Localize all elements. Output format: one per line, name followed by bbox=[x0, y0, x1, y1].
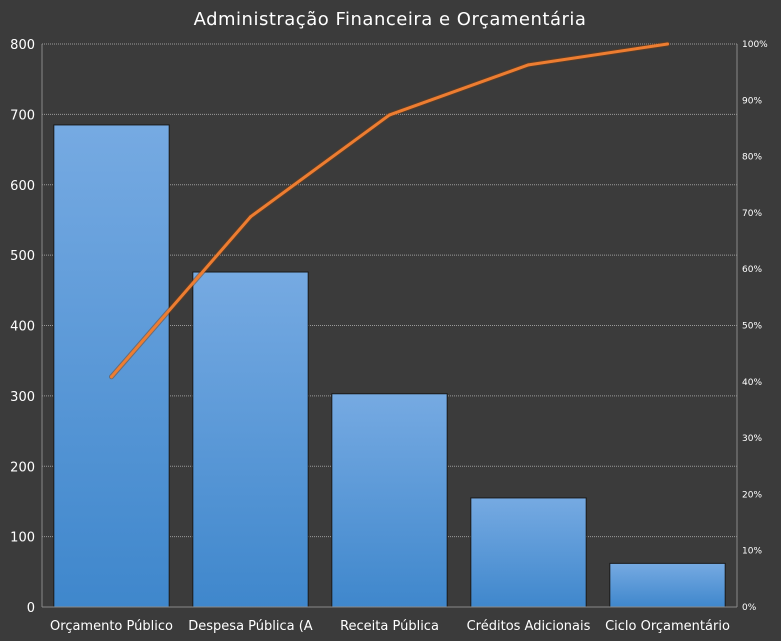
bar bbox=[53, 124, 170, 608]
right-axis: 0% 10% 20% 30% 40% 50% 60% 70% 80% 90% 100% bbox=[736, 40, 768, 613]
right-tick-label: 90% bbox=[742, 96, 762, 106]
line-point bbox=[388, 113, 391, 117]
category-label: Orçamento Público bbox=[50, 619, 173, 634]
right-tick-label: 20% bbox=[742, 490, 762, 500]
right-tick-label: 40% bbox=[742, 378, 762, 388]
right-tick-label: 60% bbox=[742, 265, 762, 275]
left-tick-label: 600 bbox=[10, 179, 35, 194]
category-label: Receita Pública bbox=[340, 619, 439, 634]
right-tick-label: 30% bbox=[742, 434, 762, 444]
category-label: Despesa Pública (A bbox=[188, 619, 313, 634]
category-label: Ciclo Orçamentário bbox=[605, 619, 730, 634]
right-tick-label: 0% bbox=[742, 603, 757, 613]
line-point bbox=[527, 63, 530, 67]
category-label: Créditos Adicionais bbox=[467, 619, 591, 634]
left-tick-label: 100 bbox=[10, 531, 35, 546]
right-tick-label: 100% bbox=[742, 40, 768, 50]
cumulative-line bbox=[109, 41, 670, 380]
line-point bbox=[249, 215, 252, 219]
left-tick-label: 800 bbox=[10, 38, 35, 53]
right-tick-label: 50% bbox=[742, 322, 762, 332]
left-tick-label: 400 bbox=[10, 320, 35, 335]
bars bbox=[53, 124, 726, 608]
bar bbox=[192, 271, 309, 608]
line-point bbox=[666, 42, 669, 46]
left-tick-label: 300 bbox=[10, 390, 35, 405]
right-tick-label: 80% bbox=[742, 153, 762, 163]
left-tick-label: 200 bbox=[10, 460, 35, 475]
bar bbox=[331, 393, 448, 608]
line-point bbox=[110, 375, 113, 379]
chart-title: Administração Financeira e Orçamentária bbox=[194, 9, 587, 30]
right-tick-label: 70% bbox=[742, 209, 762, 219]
left-tick-label: 0 bbox=[27, 601, 35, 616]
bar bbox=[609, 562, 726, 608]
left-tick-label: 500 bbox=[10, 249, 35, 264]
right-tick-label: 10% bbox=[742, 547, 762, 557]
bar bbox=[470, 497, 587, 608]
left-tick-label: 700 bbox=[10, 108, 35, 123]
category-axis: Orçamento Público Despesa Pública (A Recei… bbox=[42, 606, 737, 634]
left-axis: 0 100 200 300 400 500 600 700 800 bbox=[10, 38, 43, 616]
